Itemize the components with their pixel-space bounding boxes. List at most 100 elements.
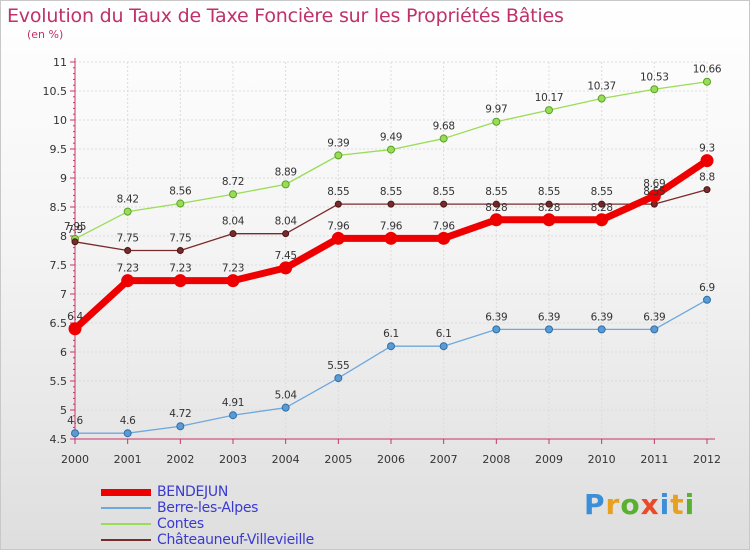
data-point bbox=[542, 213, 556, 227]
x-tick-label: 2001 bbox=[114, 453, 142, 466]
x-tick-label: 2007 bbox=[430, 453, 458, 466]
x-tick-label: 2011 bbox=[640, 453, 668, 466]
data-point bbox=[440, 200, 448, 208]
data-label: 4.6 bbox=[67, 415, 83, 427]
data-label: 8.55 bbox=[485, 186, 507, 198]
data-point bbox=[384, 231, 398, 245]
data-label: 8.69 bbox=[643, 178, 665, 190]
data-label: 6.39 bbox=[643, 311, 665, 323]
data-point bbox=[387, 200, 395, 208]
data-point bbox=[71, 429, 79, 438]
data-point bbox=[281, 180, 290, 189]
y-tick-label: 11 bbox=[53, 56, 67, 69]
y-tick-label: 6.5 bbox=[50, 317, 68, 330]
data-label: 7.23 bbox=[169, 263, 191, 275]
data-point bbox=[71, 238, 79, 246]
data-point bbox=[703, 295, 711, 304]
data-point bbox=[173, 274, 187, 288]
data-point bbox=[439, 134, 448, 143]
data-label: 9.97 bbox=[485, 104, 507, 116]
data-point bbox=[226, 274, 240, 288]
data-point bbox=[229, 230, 237, 238]
legend-swatch-bendejun bbox=[101, 488, 151, 496]
data-point bbox=[492, 200, 500, 208]
y-tick-label: 7 bbox=[60, 288, 67, 301]
legend-item-contes: Contes bbox=[101, 516, 314, 532]
logo-letter: t bbox=[670, 488, 685, 521]
data-point bbox=[700, 154, 714, 168]
logo-letter: P bbox=[584, 488, 606, 521]
y-tick-label: 4.5 bbox=[50, 433, 68, 446]
data-label: 7.96 bbox=[433, 220, 456, 232]
data-label: 7.96 bbox=[380, 220, 403, 232]
data-point bbox=[597, 94, 606, 103]
data-label: 10.17 bbox=[535, 92, 564, 104]
data-point bbox=[176, 247, 184, 254]
legend-label-chateauneuf: Châteauneuf-Villevieille bbox=[157, 532, 314, 548]
data-label: 8.55 bbox=[380, 186, 402, 198]
data-point bbox=[387, 145, 395, 154]
data-label: 6.9 bbox=[699, 282, 715, 294]
legend-item-berre: Berre-les-Alpes bbox=[101, 500, 314, 516]
legend-label-contes: Contes bbox=[157, 516, 204, 532]
y-tick-label: 6 bbox=[60, 346, 67, 359]
data-label: 8.04 bbox=[275, 216, 298, 228]
data-label: 6.1 bbox=[383, 328, 399, 340]
x-tick-label: 2009 bbox=[535, 453, 563, 466]
data-point bbox=[703, 77, 711, 86]
data-label: 10.37 bbox=[587, 81, 616, 93]
data-label: 7.75 bbox=[117, 233, 139, 245]
data-label: 9.68 bbox=[433, 121, 455, 133]
data-label: 7.23 bbox=[117, 263, 139, 275]
data-point bbox=[68, 322, 82, 336]
data-label: 9.39 bbox=[327, 137, 349, 149]
data-point bbox=[437, 231, 451, 245]
data-point bbox=[124, 247, 132, 254]
data-point bbox=[279, 261, 293, 275]
data-label: 8.28 bbox=[591, 202, 613, 214]
data-point bbox=[597, 325, 606, 334]
logo-letter: o bbox=[620, 488, 641, 521]
data-point bbox=[331, 231, 345, 245]
data-label: 6.39 bbox=[485, 311, 507, 323]
x-tick-label: 2006 bbox=[377, 453, 405, 466]
data-point bbox=[176, 422, 185, 431]
data-point bbox=[121, 274, 135, 288]
x-tick-label: 2000 bbox=[61, 453, 89, 466]
data-point bbox=[282, 230, 290, 238]
y-tick-label: 10 bbox=[53, 114, 67, 127]
data-label: 7.9 bbox=[67, 224, 83, 236]
y-tick-label: 9 bbox=[60, 172, 67, 185]
data-label: 8.55 bbox=[538, 186, 560, 198]
chart-title: Evolution du Taux de Taxe Foncière sur l… bbox=[7, 5, 564, 27]
data-label: 8.28 bbox=[538, 202, 560, 214]
data-label: 9.49 bbox=[380, 132, 402, 144]
data-point bbox=[334, 374, 343, 383]
data-point bbox=[281, 403, 290, 412]
logo-letter: r bbox=[605, 488, 621, 521]
data-point bbox=[595, 213, 609, 227]
data-point bbox=[123, 429, 132, 438]
data-label: 10.66 bbox=[693, 64, 722, 76]
data-point bbox=[650, 85, 659, 94]
y-tick-label: 7.5 bbox=[50, 259, 68, 272]
data-point bbox=[489, 213, 503, 227]
data-label: 9.3 bbox=[699, 143, 715, 155]
data-label: 6.39 bbox=[538, 311, 560, 323]
data-point bbox=[229, 190, 237, 199]
data-label: 8.56 bbox=[169, 186, 192, 198]
proxiti-logo: Proxiti bbox=[584, 488, 695, 521]
data-label: 7.23 bbox=[222, 263, 244, 275]
y-tick-label: 8 bbox=[60, 230, 67, 243]
data-label: 10.53 bbox=[640, 71, 669, 83]
y-tick-label: 5 bbox=[60, 404, 67, 417]
data-label: 4.6 bbox=[120, 415, 136, 427]
data-label: 6.4 bbox=[67, 311, 83, 323]
y-tick-label: 10.5 bbox=[43, 85, 68, 98]
data-label: 8.55 bbox=[433, 186, 455, 198]
data-label: 7.75 bbox=[169, 233, 191, 245]
data-label: 8.28 bbox=[485, 202, 507, 214]
y-tick-label: 5.5 bbox=[50, 375, 68, 388]
data-point bbox=[176, 199, 185, 208]
